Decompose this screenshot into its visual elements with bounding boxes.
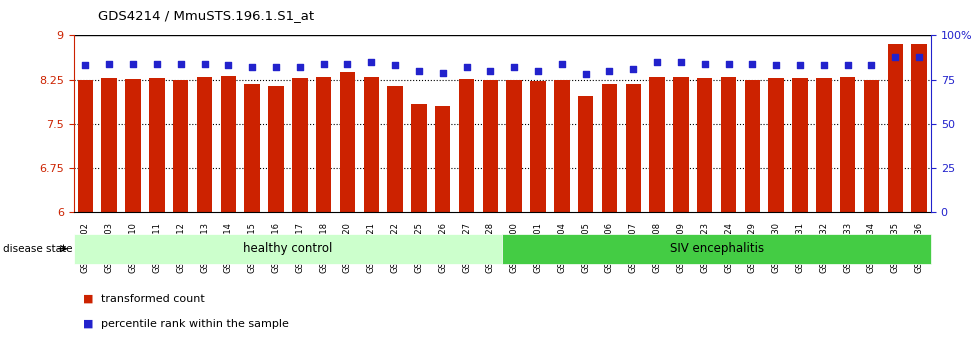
Bar: [625, 84, 641, 212]
Bar: [816, 78, 832, 212]
Bar: [435, 106, 451, 212]
Point: [530, 68, 546, 74]
Point: [840, 63, 856, 68]
Point: [911, 54, 927, 59]
Bar: [673, 77, 689, 212]
Bar: [197, 77, 213, 212]
Bar: [840, 77, 856, 212]
Bar: [125, 79, 141, 212]
Point: [792, 63, 808, 68]
Bar: [149, 78, 165, 212]
Point: [745, 61, 760, 67]
Bar: [316, 77, 331, 212]
Bar: [721, 77, 736, 212]
Point: [435, 70, 451, 75]
Point: [482, 68, 498, 74]
Point: [77, 63, 93, 68]
Text: ■: ■: [83, 294, 94, 304]
Bar: [387, 86, 403, 212]
Bar: [578, 96, 593, 212]
Bar: [554, 80, 569, 212]
Point: [649, 59, 664, 65]
Point: [340, 61, 356, 67]
Point: [387, 63, 403, 68]
Text: percentile rank within the sample: percentile rank within the sample: [101, 319, 289, 329]
Bar: [888, 44, 903, 212]
Point: [602, 68, 617, 74]
Point: [101, 61, 117, 67]
Bar: [792, 78, 808, 212]
Bar: [340, 72, 355, 212]
Bar: [697, 79, 712, 212]
Point: [411, 68, 426, 74]
Bar: [459, 79, 474, 212]
Bar: [172, 80, 188, 212]
Text: ■: ■: [83, 319, 94, 329]
Point: [172, 61, 188, 67]
Point: [863, 63, 879, 68]
Bar: [602, 84, 617, 212]
Bar: [650, 77, 664, 212]
Bar: [768, 78, 784, 212]
Point: [816, 63, 832, 68]
Bar: [364, 77, 379, 212]
Bar: [530, 81, 546, 212]
Bar: [911, 44, 927, 212]
Point: [697, 61, 712, 67]
Point: [459, 64, 474, 70]
Point: [578, 72, 594, 77]
Bar: [292, 78, 308, 212]
Bar: [244, 84, 260, 212]
Bar: [220, 76, 236, 212]
Point: [149, 61, 165, 67]
Point: [768, 63, 784, 68]
Point: [125, 61, 141, 67]
Point: [197, 61, 213, 67]
Bar: [269, 86, 283, 212]
Text: GDS4214 / MmuSTS.196.1.S1_at: GDS4214 / MmuSTS.196.1.S1_at: [98, 9, 315, 22]
Bar: [507, 80, 522, 212]
Bar: [482, 80, 498, 212]
Bar: [863, 80, 879, 212]
Point: [316, 61, 331, 67]
Text: transformed count: transformed count: [101, 294, 205, 304]
Text: disease state: disease state: [3, 244, 73, 254]
Point: [888, 54, 904, 59]
Point: [220, 63, 236, 68]
Point: [364, 59, 379, 65]
Point: [673, 59, 689, 65]
Bar: [745, 80, 760, 212]
Bar: [412, 104, 426, 212]
Point: [244, 64, 260, 70]
Point: [507, 64, 522, 70]
Point: [720, 61, 736, 67]
Point: [269, 64, 284, 70]
Bar: [102, 79, 117, 212]
Bar: [77, 80, 93, 212]
Text: healthy control: healthy control: [243, 242, 332, 255]
Point: [292, 64, 308, 70]
Point: [554, 61, 569, 67]
Text: SIV encephalitis: SIV encephalitis: [669, 242, 763, 255]
Point: [625, 66, 641, 72]
